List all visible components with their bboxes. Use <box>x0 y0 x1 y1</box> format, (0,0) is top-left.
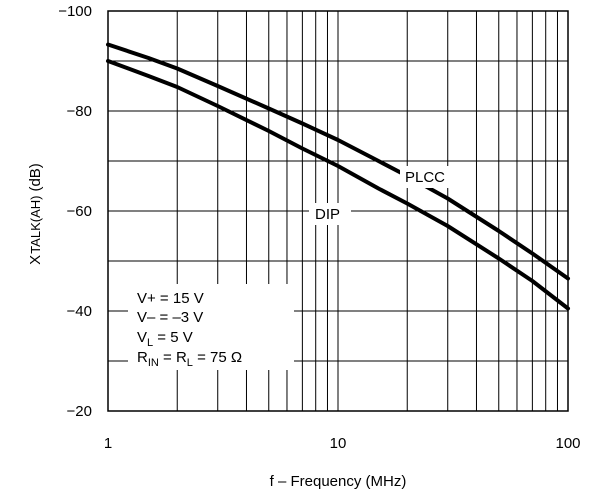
condition-vl-main: V <box>137 329 147 346</box>
x-tick-labels: 1 10 100 <box>104 435 581 452</box>
condition-ohms: = 75 Ω <box>193 349 242 366</box>
condition-vl-rest: = 5 V <box>153 329 193 346</box>
series-label-dip: DIP <box>315 206 340 223</box>
condition-vplus: V+ = 15 V <box>137 290 204 307</box>
y-tick-label: −20 <box>67 403 92 420</box>
condition-vl-sub: L <box>147 337 153 349</box>
series-lines <box>106 42 570 311</box>
plot-frame <box>107 10 569 412</box>
conditions-box-bg <box>128 284 294 370</box>
dip-label-bg <box>309 203 351 225</box>
grid <box>108 11 568 411</box>
y-axis-label: XTALK(AH) (dB) <box>27 163 44 265</box>
y-tick-labels: −100 −80 −60 −40 −20 <box>58 3 92 420</box>
plcc-label-bg <box>400 166 460 188</box>
condition-r-main: R <box>137 349 148 366</box>
condition-rl-sub: L <box>187 357 193 369</box>
y-axis-label-main: X <box>27 255 44 265</box>
series-line-plcc <box>106 42 570 281</box>
y-axis-label-sub: TALK(AH) <box>28 196 43 254</box>
x-tick-label: 100 <box>555 435 580 452</box>
conditions-box: V+ = 15 V V– = –3 V VL = 5 V RIN = RL = … <box>137 290 242 369</box>
y-tick-label: −60 <box>67 203 92 220</box>
condition-vminus: V– = –3 V <box>137 309 203 326</box>
condition-rin-rl: RIN = RL = 75 Ω <box>137 349 242 369</box>
condition-rin-sub: IN <box>148 357 159 369</box>
y-tick-label: −40 <box>67 303 92 320</box>
y-tick-label: −80 <box>67 103 92 120</box>
x-tick-label: 10 <box>330 435 347 452</box>
condition-vl: VL = 5 V <box>137 329 193 349</box>
y-tick-label: −100 <box>58 3 92 20</box>
series-label-plcc: PLCC <box>405 169 445 186</box>
series-line-dip <box>106 59 570 311</box>
y-axis-label-unit: (dB) <box>27 163 44 191</box>
x-tick-label: 1 <box>104 435 112 452</box>
x-axis-label: f – Frequency (MHz) <box>270 473 407 490</box>
condition-equals-r: = R <box>159 349 187 366</box>
